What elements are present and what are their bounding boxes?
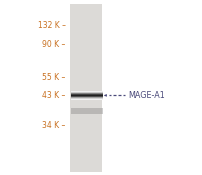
Text: MAGE-A1: MAGE-A1	[128, 91, 165, 100]
Bar	[71, 99, 102, 100]
Bar	[71, 92, 102, 93]
Bar	[71, 94, 102, 95]
Bar	[71, 91, 102, 92]
Bar	[71, 95, 102, 96]
Bar	[71, 93, 102, 94]
Text: 90 K –: 90 K –	[42, 40, 66, 49]
Text: 55 K –: 55 K –	[42, 73, 66, 82]
Bar	[71, 96, 102, 97]
Text: 34 K –: 34 K –	[42, 121, 66, 130]
Text: 132 K –: 132 K –	[38, 21, 66, 30]
Text: 43 K –: 43 K –	[42, 91, 66, 100]
Bar	[71, 98, 102, 99]
Bar	[70, 4, 102, 172]
Bar	[71, 108, 102, 114]
Bar	[71, 97, 102, 98]
